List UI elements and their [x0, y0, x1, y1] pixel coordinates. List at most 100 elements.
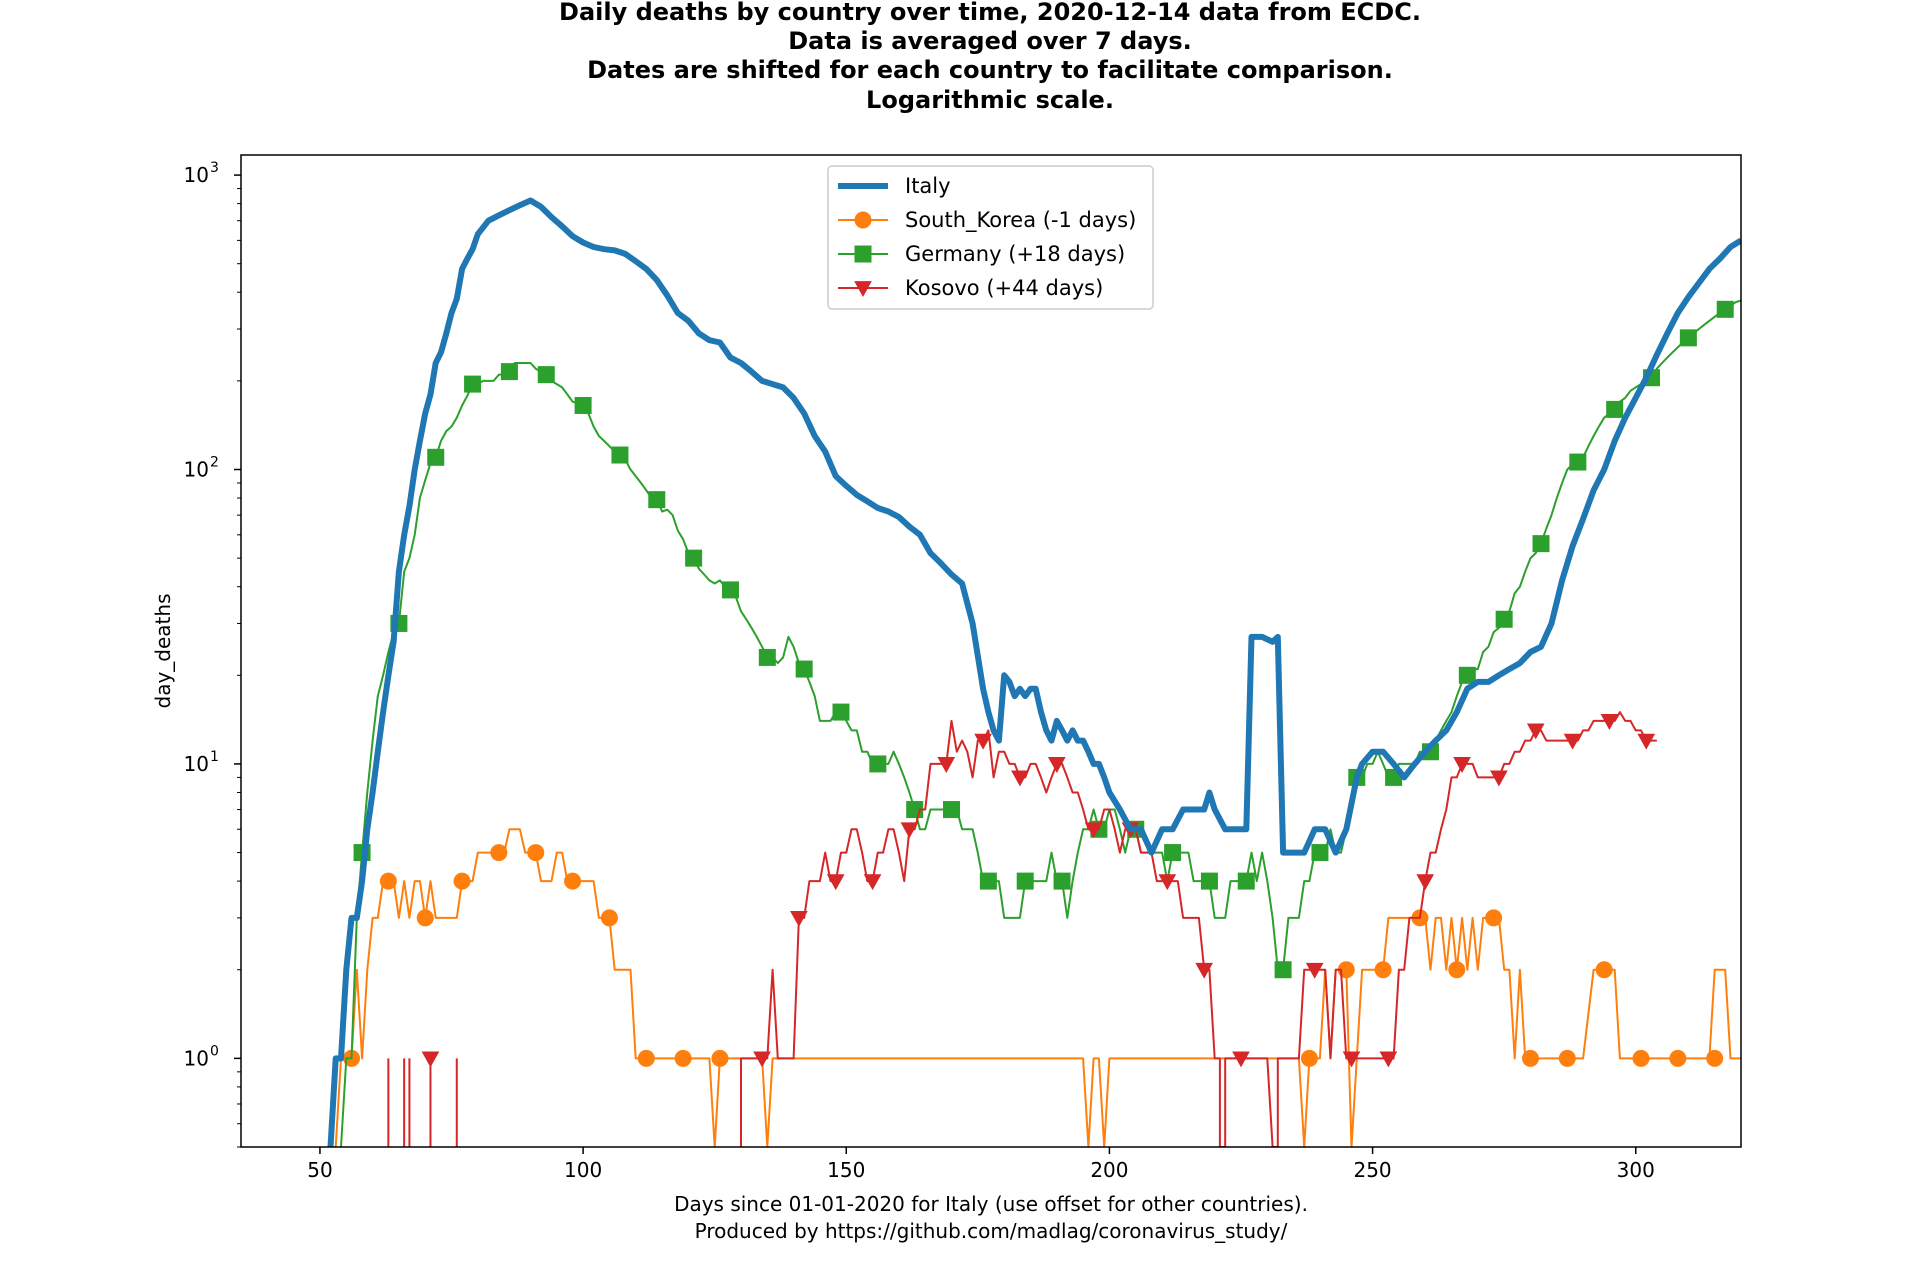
legend-label-italy: Italy — [905, 174, 951, 198]
data-point-south-korea — [453, 872, 471, 890]
data-point-kosovo — [1600, 714, 1619, 730]
data-point-germany — [464, 375, 482, 393]
data-point-kosovo — [863, 874, 882, 891]
data-point-south-korea — [1485, 909, 1503, 927]
y-tick-exponent: 1 — [210, 749, 219, 765]
data-point-south-korea — [416, 909, 434, 927]
data-point-germany — [869, 755, 887, 773]
data-point-germany — [943, 801, 961, 819]
data-point-south-korea — [490, 844, 508, 862]
x-axis-label: Days since 01-01-2020 for Italy (use off… — [674, 1192, 1308, 1243]
data-point-germany — [1679, 329, 1697, 347]
data-point-kosovo — [1637, 733, 1656, 750]
x-tick-label: 300 — [1617, 1158, 1655, 1182]
data-point-south-korea — [600, 909, 618, 927]
series-italy — [327, 197, 1741, 1147]
data-point-germany — [1237, 872, 1255, 890]
data-point-south-korea — [1632, 1049, 1650, 1067]
legend-label-kosovo: Kosovo (+44 days) — [905, 276, 1103, 300]
data-point-south-korea — [527, 844, 545, 862]
legend-label-south-korea: South_Korea (-1 days) — [905, 208, 1136, 233]
y-tick-label: 10 — [184, 163, 209, 187]
data-point-germany — [1606, 400, 1624, 418]
data-point-germany — [1016, 872, 1034, 890]
data-point-germany — [611, 446, 629, 464]
series-kosovo — [387, 711, 1657, 1147]
data-point-south-korea — [1706, 1049, 1724, 1067]
data-point-kosovo — [421, 1051, 440, 1068]
data-point-south-korea — [674, 1049, 692, 1067]
data-point-germany — [1569, 453, 1587, 471]
y-tick-label: 10 — [184, 458, 209, 482]
data-point-germany — [1716, 300, 1734, 318]
data-point-kosovo — [753, 1051, 771, 1068]
legend-marker-kosovo — [854, 281, 872, 298]
x-axis-label-line-1: Days since 01-01-2020 for Italy (use off… — [674, 1192, 1308, 1216]
data-point-kosovo — [790, 910, 808, 927]
data-point-south-korea — [1374, 961, 1392, 979]
data-point-germany — [685, 549, 703, 567]
data-point-south-korea — [1595, 961, 1613, 979]
legend-entry-italy: Italy — [838, 174, 951, 198]
series-germany — [340, 299, 1741, 1147]
y-tick-exponent: 2 — [210, 455, 219, 471]
legend-marker-germany — [854, 245, 872, 263]
x-tick-label: 50 — [307, 1158, 332, 1182]
legend-entry-kosovo: Kosovo (+44 days) — [838, 276, 1103, 300]
x-tick-label: 250 — [1353, 1158, 1391, 1182]
data-point-germany — [721, 581, 739, 599]
data-point-germany — [1311, 844, 1329, 862]
data-point-south-korea — [1521, 1049, 1539, 1067]
legend-label-germany: Germany (+18 days) — [905, 242, 1125, 266]
legend-box — [827, 165, 1154, 310]
data-point-germany — [1495, 610, 1513, 628]
data-point-south-korea — [637, 1049, 655, 1067]
data-point-kosovo — [1011, 770, 1029, 787]
x-tick-label: 100 — [564, 1158, 602, 1182]
data-point-germany — [1458, 666, 1476, 684]
data-point-south-korea — [1300, 1049, 1318, 1067]
data-point-germany — [574, 396, 592, 414]
x-tick-label: 150 — [827, 1158, 865, 1182]
data-point-kosovo — [826, 874, 845, 891]
data-point-germany — [1164, 844, 1182, 862]
data-point-germany — [1200, 872, 1218, 890]
data-point-south-korea — [1558, 1049, 1576, 1067]
data-point-kosovo — [1490, 770, 1508, 787]
data-point-kosovo — [1047, 757, 1066, 773]
legend-entry-south-korea: South_Korea (-1 days) — [838, 208, 1136, 233]
data-point-kosovo — [1342, 1051, 1361, 1068]
data-point-kosovo — [1084, 822, 1103, 839]
title-line-2: Data is averaged over 7 days. — [788, 27, 1192, 55]
legend-entries: Italy South_Korea (-1 days) Germany (+18 d… — [838, 174, 1136, 300]
data-point-kosovo — [1305, 962, 1324, 979]
data-point-kosovo — [900, 822, 919, 839]
data-point-germany — [795, 660, 813, 678]
chart-title: Daily deaths by country over time, 2020-… — [559, 0, 1421, 114]
y-tick-label: 10 — [184, 1046, 209, 1070]
data-point-germany — [537, 366, 555, 384]
title-line-3: Dates are shifted for each country to fa… — [587, 56, 1393, 84]
data-point-kosovo — [937, 757, 956, 773]
series-line-kosovo — [740, 711, 1657, 1147]
legend-entry-germany: Germany (+18 days) — [838, 242, 1125, 266]
y-tick-label: 10 — [184, 752, 209, 776]
data-point-germany — [1274, 961, 1292, 979]
y-tick-exponent: 3 — [210, 160, 219, 176]
data-point-kosovo — [1526, 723, 1545, 740]
data-point-kosovo — [1379, 1051, 1398, 1068]
data-point-kosovo — [1232, 1051, 1250, 1068]
data-point-germany — [648, 491, 666, 509]
x-axis-label-line-2: Produced by https://github.com/madlag/co… — [695, 1219, 1288, 1243]
plot-frame — [240, 154, 1742, 1148]
data-point-germany — [1053, 872, 1071, 890]
plot-series-layer — [327, 197, 1741, 1147]
x-tick-label: 200 — [1090, 1158, 1128, 1182]
title-line-4: Logarithmic scale. — [866, 86, 1114, 114]
data-point-germany — [758, 648, 776, 666]
data-point-kosovo — [1195, 962, 1214, 979]
data-point-germany — [832, 703, 850, 721]
data-point-south-korea — [1448, 961, 1466, 979]
